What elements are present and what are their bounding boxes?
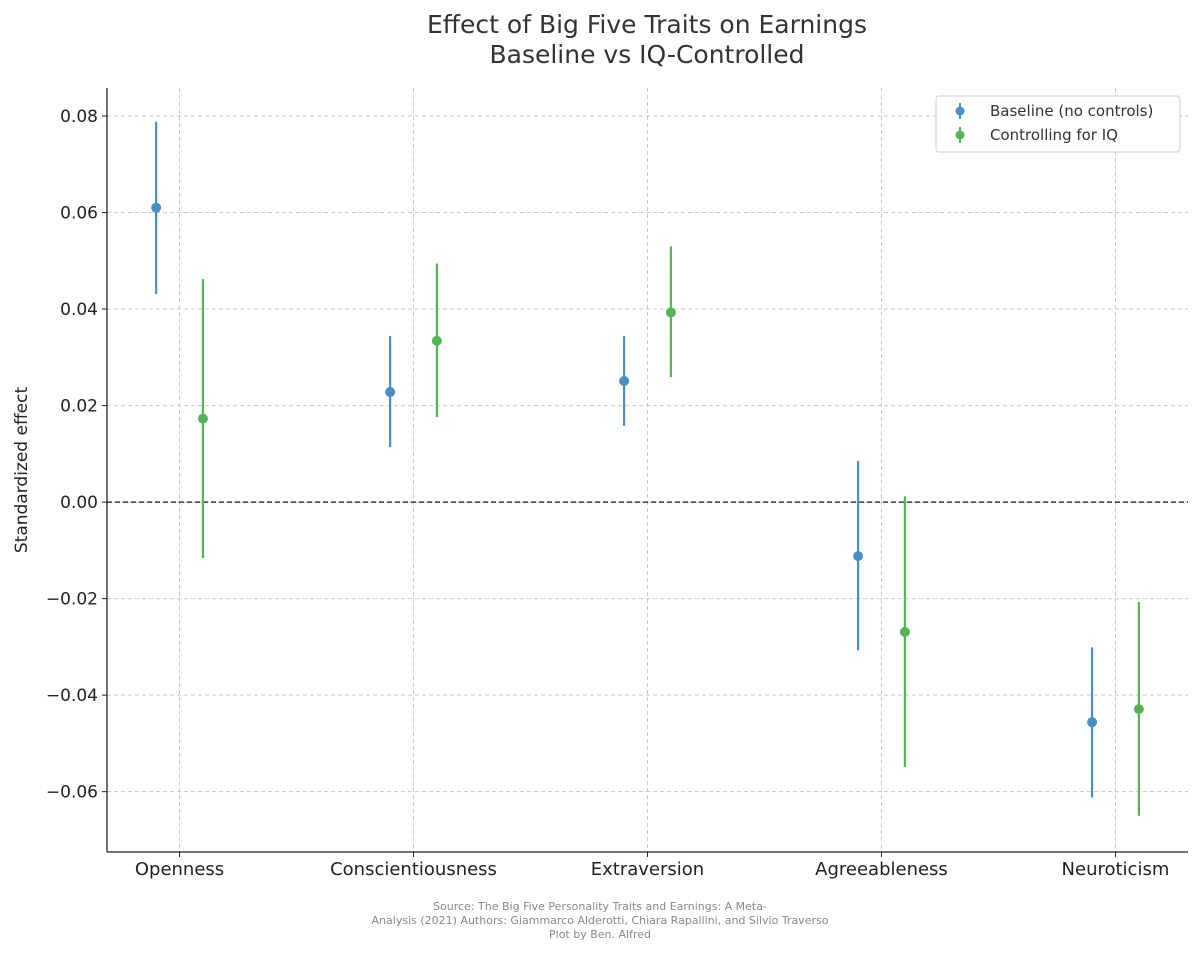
point-baseline-extraversion	[619, 375, 630, 386]
point-iq-extraversion	[665, 307, 676, 318]
footer-source-line1: Source: The Big Five Personality Traits …	[433, 900, 767, 913]
legend-baseline-label: Baseline (no controls)	[990, 102, 1153, 120]
y-tick-label: 0.06	[60, 204, 98, 224]
x-tick-label: Openness	[135, 859, 224, 880]
point-baseline-agreeableness	[853, 551, 864, 562]
y-tick-label: −0.02	[46, 590, 98, 610]
chart-title: Effect of Big Five Traits on Earnings	[427, 10, 867, 39]
footer-source-line2: Analysis (2021) Authors: Giammarco Alder…	[372, 914, 829, 927]
point-baseline-conscientiousness	[385, 387, 396, 398]
point-iq-agreeableness	[899, 626, 910, 637]
point-baseline-neuroticism	[1087, 717, 1098, 728]
y-tick-label: −0.06	[46, 783, 98, 803]
point-baseline-openness	[151, 202, 162, 213]
legend-baseline-marker	[955, 106, 965, 116]
x-tick-label: Neuroticism	[1062, 859, 1170, 880]
x-tick-label: Conscientiousness	[330, 859, 497, 880]
point-iq-openness	[197, 413, 208, 424]
chart-subtitle: Baseline vs IQ-Controlled	[489, 40, 804, 69]
legend: Baseline (no controls) Controlling for I…	[935, 95, 1181, 153]
footer-credit: Plot by Ben. Alfred	[549, 928, 651, 941]
x-tick-label: Agreeableness	[815, 859, 948, 880]
legend-iq-label: Controlling for IQ	[990, 126, 1118, 144]
y-axis-label: Standardized effect	[12, 387, 32, 554]
legend-iq-marker	[955, 130, 965, 140]
y-tick-label: 0.04	[60, 300, 98, 320]
point-iq-conscientiousness	[431, 335, 442, 346]
y-tick-label: 0.00	[60, 493, 98, 513]
y-tick-label: 0.08	[60, 107, 98, 127]
y-tick-label: 0.02	[60, 397, 98, 417]
point-iq-neuroticism	[1133, 704, 1144, 715]
legend-box	[935, 95, 1181, 153]
y-tick-label: −0.04	[46, 686, 98, 706]
x-tick-label: Extraversion	[591, 859, 704, 880]
